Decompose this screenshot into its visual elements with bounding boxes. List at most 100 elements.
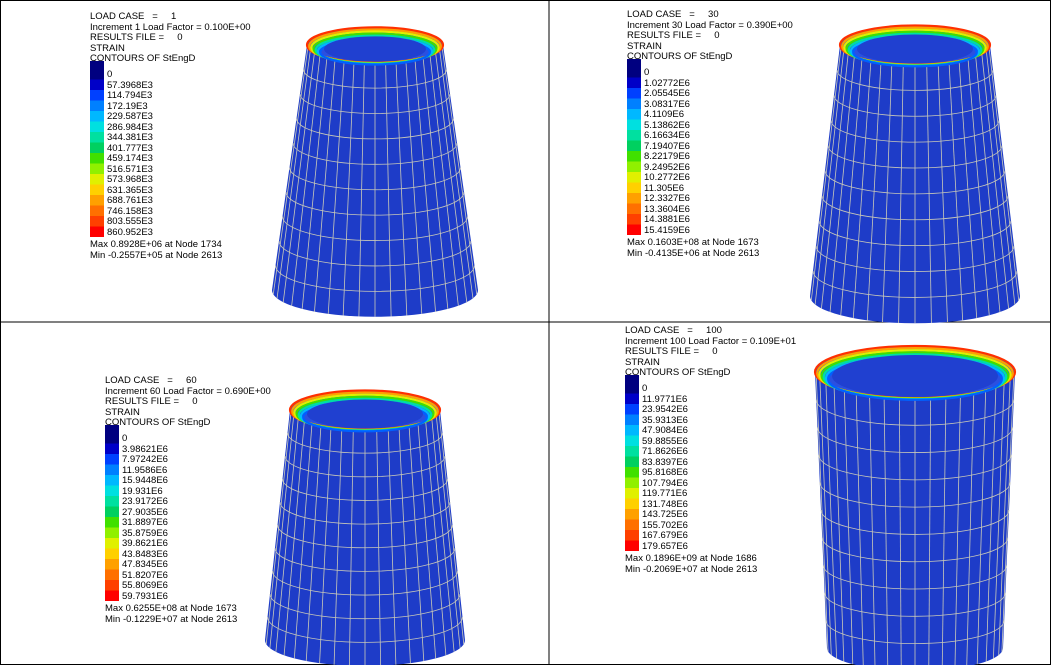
legend-label: 23.9172E6 — [122, 497, 168, 508]
legend-label: 119.771E6 — [642, 489, 687, 500]
legend-label: 31.8897E6 — [122, 518, 168, 529]
legend-swatch — [625, 520, 639, 531]
legend-label: 71.8626E6 — [642, 447, 688, 458]
header-line: CONTOURS OF StEngD — [625, 368, 730, 379]
legend-label: 23.9542E6 — [642, 405, 688, 416]
legend-label: 6.16634E6 — [644, 131, 690, 142]
legend-label: 95.8168E6 — [642, 468, 688, 479]
min-text: Min -0.4135E+06 at Node 2613 — [627, 249, 759, 260]
legend-swatch — [627, 141, 641, 152]
legend-label: 15.4159E6 — [644, 226, 690, 237]
max-text: Max 0.1603E+08 at Node 1673 — [627, 238, 759, 249]
cone-opening — [324, 36, 426, 61]
legend-swatch — [90, 90, 104, 101]
header-line: LOAD CASE = 1 — [90, 12, 176, 23]
legend-label: 344.381E3 — [107, 133, 153, 144]
legend-label: 229.587E3 — [107, 112, 153, 123]
legend-swatch — [105, 591, 119, 602]
legend-swatch — [90, 69, 104, 80]
min-text: Min -0.2557E+05 at Node 2613 — [90, 251, 222, 262]
legend-swatch — [105, 549, 119, 560]
legend-label: 0 — [644, 68, 649, 79]
legend-swatch — [90, 80, 104, 91]
legend-swatch — [625, 415, 639, 426]
legend-label: 10.2772E6 — [644, 173, 690, 184]
legend-swatch — [105, 559, 119, 570]
legend-label: 573.968E3 — [107, 175, 153, 186]
legend-swatch — [90, 227, 104, 238]
legend-swatch — [105, 570, 119, 581]
legend-swatch — [105, 580, 119, 591]
legend-label: 15.9448E6 — [122, 476, 168, 487]
legend-swatch — [627, 193, 641, 204]
header-line: LOAD CASE = 60 — [105, 376, 197, 387]
legend-swatch — [627, 99, 641, 110]
legend-label: 167.679E6 — [642, 531, 688, 542]
header-line: CONTOURS OF StEngD — [105, 418, 210, 429]
max-text: Max 0.6255E+08 at Node 1673 — [105, 604, 237, 615]
legend-swatch — [90, 185, 104, 196]
legend-swatch — [625, 499, 639, 510]
legend-label: 0 — [122, 434, 127, 445]
legend-swatch — [627, 225, 641, 236]
cone-opening — [857, 35, 973, 64]
legend-swatch — [90, 122, 104, 133]
legend-swatch — [625, 478, 639, 489]
legend-swatch — [90, 195, 104, 206]
legend-label: 114.794E3 — [107, 91, 152, 102]
screenshot: LOAD CASE = 1Increment 1 Load Factor = 0… — [0, 0, 1051, 665]
legend-swatch — [105, 517, 119, 528]
legend-label: 14.3881E6 — [644, 215, 690, 226]
legend-swatch — [627, 130, 641, 141]
legend-label: 803.555E3 — [107, 217, 153, 228]
legend-swatch — [105, 496, 119, 507]
legend-swatch — [625, 446, 639, 457]
min-text: Min -0.1229E+07 at Node 2613 — [105, 615, 237, 626]
legend-swatch — [90, 216, 104, 227]
legend-label: 47.8345E6 — [122, 560, 168, 571]
legend-swatch — [627, 151, 641, 162]
legend-label: 55.8069E6 — [122, 581, 168, 592]
legend-label: 0 — [107, 70, 112, 81]
legend-swatch — [627, 162, 641, 173]
legend-label: 47.9084E6 — [642, 426, 688, 437]
legend-swatch — [625, 425, 639, 436]
legend-label: 12.3327E6 — [644, 194, 690, 205]
legend-swatch — [625, 457, 639, 468]
legend-swatch — [105, 486, 119, 497]
legend-swatch — [627, 109, 641, 120]
legend-swatch — [105, 528, 119, 539]
min-text: Min -0.2069E+07 at Node 2613 — [625, 565, 757, 576]
legend-swatch — [105, 454, 119, 465]
legend-swatch — [627, 67, 641, 78]
header-line: LOAD CASE = 100 — [625, 326, 722, 337]
legend-swatch — [627, 204, 641, 215]
legend-swatch — [90, 101, 104, 112]
cone-opening — [832, 355, 998, 397]
legend-swatch — [627, 183, 641, 194]
header-line: RESULTS FILE = 0 — [105, 397, 197, 408]
legend-label: 7.97242E6 — [122, 455, 168, 466]
legend-swatch — [625, 467, 639, 478]
legend-swatch — [625, 488, 639, 499]
header-line: RESULTS FILE = 0 — [627, 31, 719, 42]
legend-label: 2.05545E6 — [644, 89, 690, 100]
legend-swatch — [625, 541, 639, 552]
legend-swatch — [627, 78, 641, 89]
legend-swatch — [625, 383, 639, 394]
legend-swatch — [625, 530, 639, 541]
legend-swatch — [625, 509, 639, 520]
header-line: RESULTS FILE = 0 — [625, 347, 717, 358]
legend-swatch — [90, 164, 104, 175]
legend-swatch — [627, 172, 641, 183]
legend-label: 59.7931E6 — [122, 592, 168, 603]
legend-label: 4.1109E6 — [644, 110, 684, 121]
legend-swatch — [627, 214, 641, 225]
header-line: CONTOURS OF StEngD — [627, 52, 732, 63]
legend-swatch — [627, 120, 641, 131]
legend-label: 688.761E3 — [107, 196, 153, 207]
legend-swatch — [90, 111, 104, 122]
legend-label: 179.657E6 — [642, 542, 688, 553]
legend-swatch — [625, 394, 639, 405]
legend-swatch — [90, 143, 104, 154]
